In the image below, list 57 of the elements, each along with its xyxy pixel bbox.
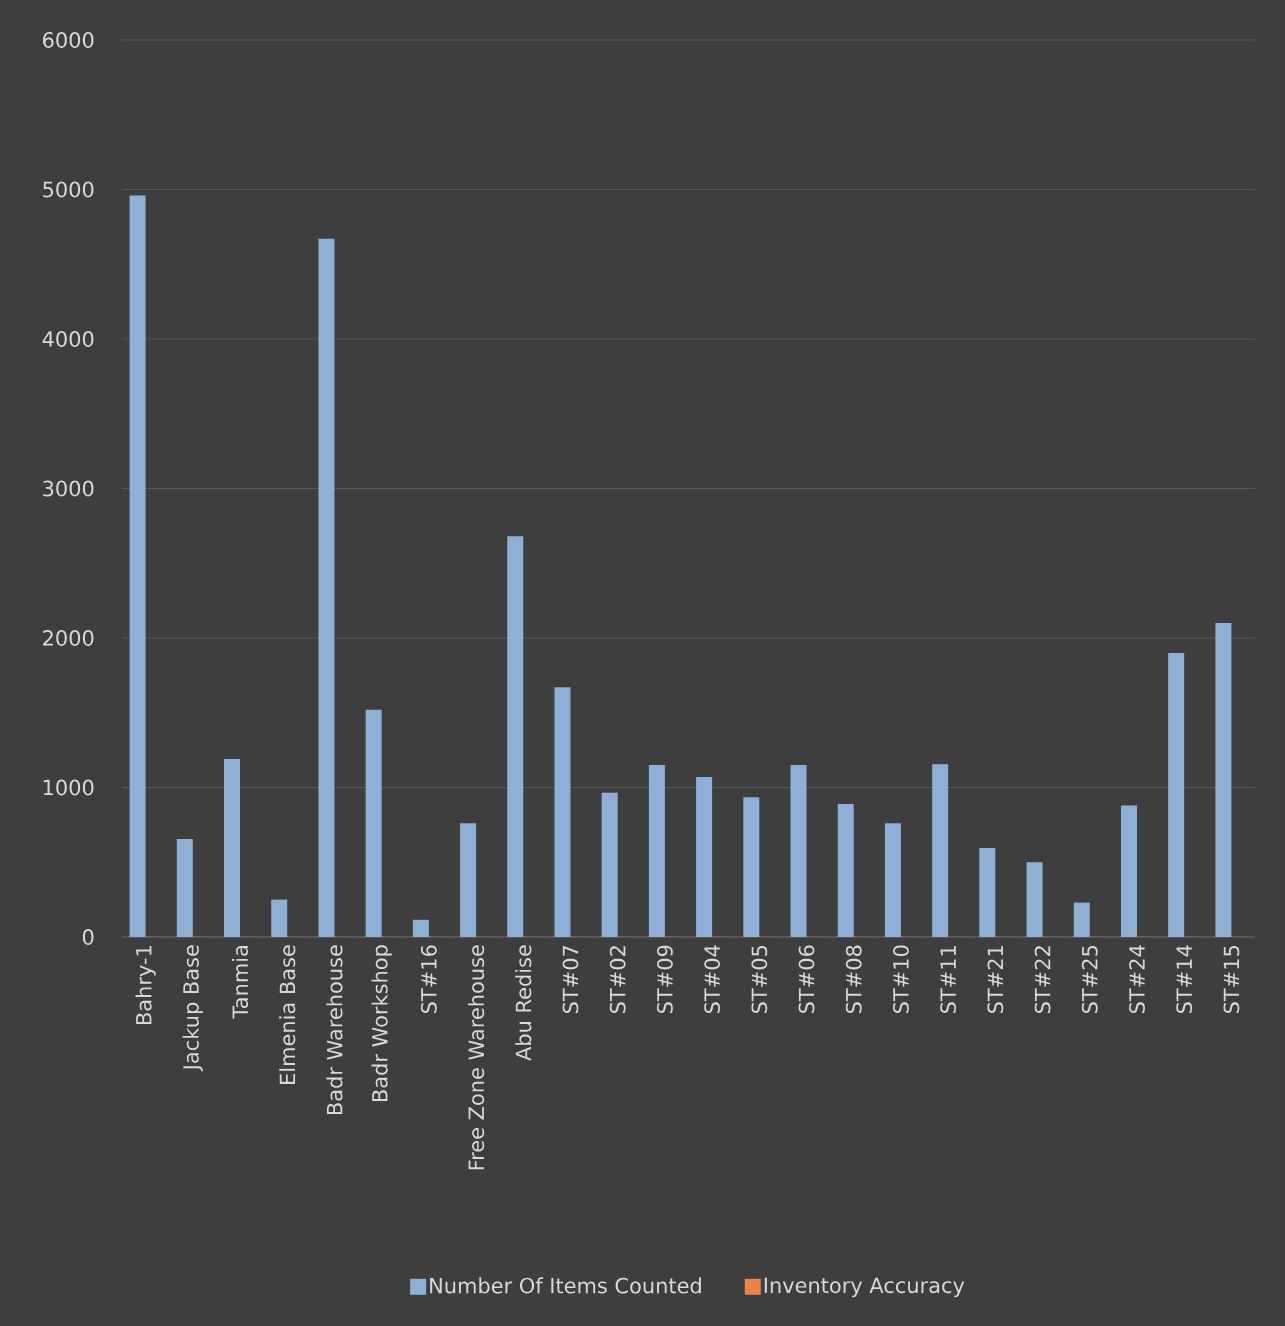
y-tick-label: 3000 [43,480,94,497]
bar [1073,902,1090,937]
bar [979,848,996,937]
bar [507,536,524,937]
x-tick-label: ST#22 [1034,946,1051,1013]
bar [554,687,571,937]
y-tick-label: 2000 [43,630,94,646]
x-tick-label: Badr Workshop [371,945,392,1102]
x-tick-label: ST#25 [1081,945,1098,1013]
bar [1026,862,1043,937]
x-tick-label: Tanmia [231,946,249,1019]
y-tick-label: 6000 [43,32,94,48]
x-tick-label: Jackup Base [182,945,203,1072]
bar [648,765,665,937]
x-tick-label: ST#06 [798,945,815,1013]
bar [1168,652,1185,937]
bar [884,823,901,937]
legend-label: Number Of Items Counted [430,1277,701,1294]
bar [224,759,241,937]
x-tick-label: ST#05 [751,945,768,1013]
x-tick-label: ST#15 [1223,945,1240,1013]
x-tick-label: ST#16 [420,945,437,1013]
bar [696,777,713,937]
x-tick-label: ST#07 [562,945,579,1013]
bar [318,238,335,937]
x-tick-label: ST#21 [987,946,1004,1013]
x-tick-label: ST#24 [1129,945,1145,1013]
x-tick-label: Badr Warehouse [326,945,343,1115]
y-tick-label: 4000 [42,331,94,347]
bar [837,803,854,937]
x-tick-label: Elmenia Base [279,945,296,1084]
y-tick-label: 1000 [43,779,94,796]
x-tick-label: ST#10 [893,945,909,1013]
bar [1215,623,1232,937]
bar [460,823,477,937]
bar [365,709,382,937]
x-tick-label: ST#04 [704,945,721,1013]
x-tick-label: ST#14 [1176,945,1193,1013]
bar [176,839,193,937]
bar [601,792,618,937]
bar [932,764,949,937]
y-tick-label: 0 [82,929,94,945]
bar [129,195,146,937]
bar [1120,805,1137,937]
x-tick-label: ST#02 [609,946,626,1013]
bar [271,899,288,937]
y-tick-label: 5000 [43,181,94,198]
x-tick-label: Bahry-1 [135,946,156,1025]
x-tick-label: ST#11 [940,946,957,1013]
x-tick-label: ST#08 [845,945,862,1013]
x-tick-label: ST#09 [656,945,673,1013]
bar [790,765,807,937]
bar [412,919,429,937]
x-tick-label: Abu Redise [515,945,532,1061]
bar [743,797,760,937]
x-tick-label: Free Zone Warehouse [467,945,485,1170]
legend-label: Inventory Accuracy [764,1277,965,1298]
